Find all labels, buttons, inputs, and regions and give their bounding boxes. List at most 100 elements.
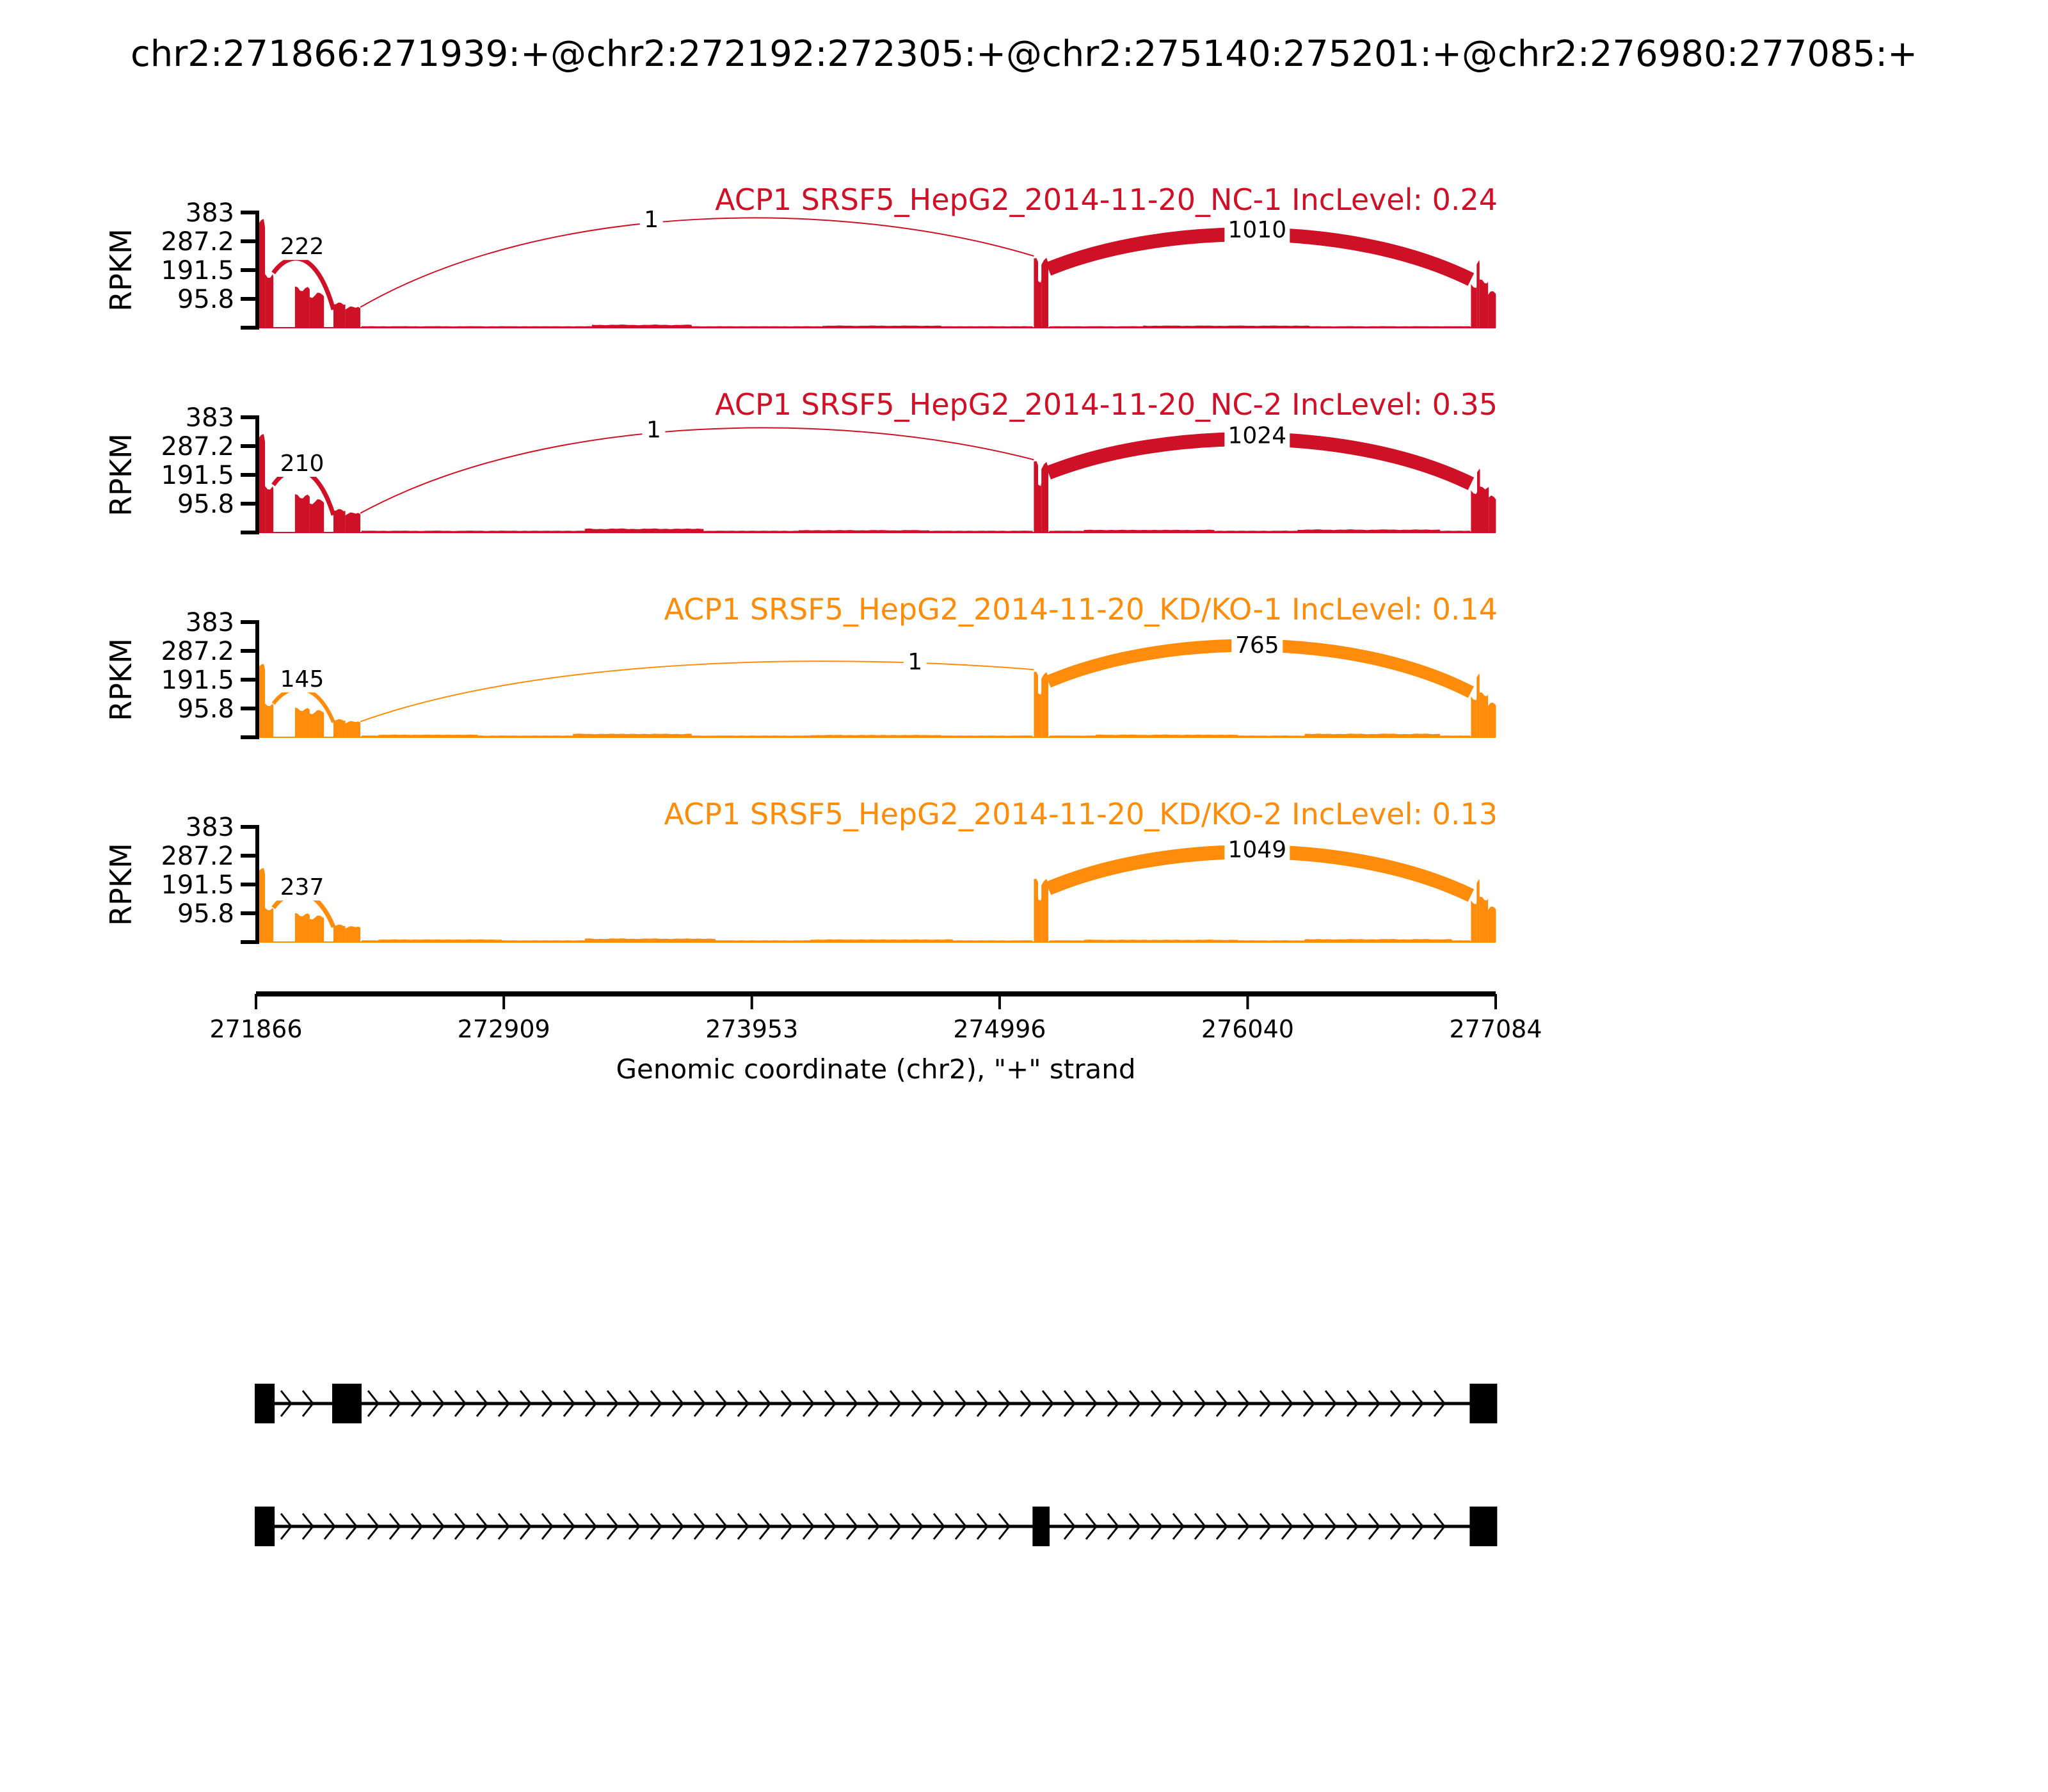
junction-count-label: 1: [646, 417, 661, 443]
coverage-area: [265, 908, 274, 942]
coverage-area: [265, 486, 274, 532]
y-tick-label: 383: [186, 813, 234, 842]
y-tick-label: 383: [186, 403, 234, 433]
coverage-area: [591, 324, 692, 328]
coverage-area: [1034, 461, 1038, 532]
coverage-area: [294, 707, 310, 737]
coverage-area: [1038, 278, 1042, 328]
coverage-area: [1041, 461, 1048, 532]
junction-arc: [360, 217, 1034, 308]
coverage-area: [1488, 291, 1496, 328]
coverage-area: [1476, 260, 1480, 328]
x-tick-label: 272909: [458, 1015, 550, 1043]
coverage-area: [345, 306, 360, 328]
x-tick-label: 271866: [209, 1015, 302, 1043]
coverage-area: [810, 939, 954, 942]
y-tick-label: 95.8: [177, 285, 234, 314]
coverage-area: [1038, 897, 1042, 942]
track-title-label: ACP1 SRSF5_HepG2_2014-11-20_NC-2 IncLeve…: [715, 387, 1498, 422]
junction-count-label: 222: [280, 234, 324, 260]
coverage-area: [378, 734, 478, 737]
coverage-area: [1034, 258, 1038, 328]
coverage-area: [309, 499, 324, 532]
junction-count-label-bg: [276, 664, 328, 692]
y-tick-label: 191.5: [161, 666, 234, 695]
junction-count-label-bg: [276, 448, 328, 477]
coverage-area: [1479, 897, 1489, 942]
coverage-area: [822, 325, 941, 328]
coverage-area: [309, 915, 324, 942]
coverage-area: [1084, 940, 1238, 942]
coverage-area: [573, 733, 692, 737]
junction-count-label: 765: [1235, 632, 1279, 659]
junction-count-label-bg: [639, 204, 663, 233]
coverage-area: [798, 530, 929, 532]
coverage-area: [1041, 257, 1048, 328]
coverage-area: [1488, 703, 1496, 737]
y-axis-title: RPKM: [104, 228, 138, 312]
coverage-area: [1476, 673, 1480, 737]
junction-count-label-bg: [642, 415, 666, 444]
track-title-label: ACP1 SRSF5_HepG2_2014-11-20_NC-1 IncLeve…: [715, 182, 1498, 217]
exon-box: [1032, 1507, 1050, 1546]
y-tick-label: 287.2: [161, 842, 234, 871]
exon-box: [1469, 1507, 1498, 1546]
coverage-area: [1084, 529, 1215, 532]
coverage-area: [1479, 692, 1489, 737]
x-tick-label: 276040: [1201, 1015, 1294, 1043]
y-tick-label: 191.5: [161, 461, 234, 490]
coverage-area: [345, 512, 360, 532]
coverage-area: [309, 292, 324, 328]
y-axis-title: RPKM: [104, 433, 138, 516]
y-tick-label: 383: [186, 198, 234, 228]
coverage-area: [810, 735, 941, 737]
coverage-area: [265, 703, 274, 737]
junction-count-label-bg: [276, 232, 328, 260]
y-tick-label: 95.8: [177, 694, 234, 724]
junction-count-label: 1024: [1228, 422, 1286, 449]
coverage-area: [333, 719, 346, 737]
coverage-area: [1095, 734, 1238, 737]
junction-count-label: 237: [280, 874, 324, 900]
y-axis-title: RPKM: [104, 843, 138, 926]
junction-arc: [360, 427, 1034, 514]
junction-count-label-bg: [1224, 835, 1290, 863]
coverage-area: [1471, 696, 1477, 737]
coverage-area: [1297, 529, 1441, 532]
isoform-structure-1: [255, 1507, 1498, 1546]
coverage-area: [1034, 671, 1038, 737]
y-tick-label: 287.2: [161, 637, 234, 666]
y-tick-label: 95.8: [177, 490, 234, 519]
coverage-area: [1471, 900, 1477, 942]
exon-box: [255, 1384, 275, 1423]
coverage-area: [333, 302, 346, 328]
coverage-area: [1304, 733, 1441, 737]
strand-direction-chevrons: [280, 1513, 1446, 1540]
coverage-area: [1034, 879, 1038, 942]
junction-count-label: 1049: [1228, 836, 1286, 863]
junction-count-label-bg: [903, 647, 927, 676]
coverage-area: [1143, 325, 1309, 328]
coverage-area: [1488, 906, 1496, 942]
coverage-area: [1304, 939, 1452, 942]
junction-count-label: 145: [280, 666, 324, 692]
junction-count-label-bg: [1224, 420, 1290, 449]
track-title-label: ACP1 SRSF5_HepG2_2014-11-20_KD/KO-1 IncL…: [664, 592, 1498, 627]
track-title-label: ACP1 SRSF5_HepG2_2014-11-20_KD/KO-2 IncL…: [664, 797, 1498, 831]
junction-count-label: 1: [644, 207, 659, 233]
x-tick-label: 273953: [705, 1015, 798, 1043]
x-axis: 271866 272909 273953 274996 276040 277084 Geno…: [209, 991, 1542, 1085]
junction-count-label-bg: [1231, 630, 1283, 659]
junction-count-label: 1010: [1228, 217, 1286, 243]
y-tick-label: 287.2: [161, 432, 234, 461]
coverage-area: [345, 926, 360, 942]
exon-box: [1469, 1384, 1498, 1423]
coverage-area: [1038, 482, 1042, 532]
coverage-area: [1479, 279, 1489, 328]
